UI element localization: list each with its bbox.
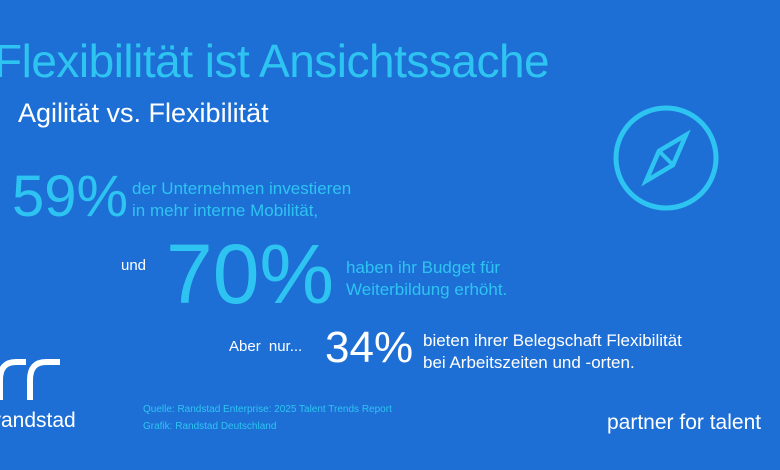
stat-text-line: Weiterbildung erhöht. [346, 280, 508, 299]
source-line: Quelle: Randstad Enterprise: 2025 Talent… [143, 404, 392, 415]
stat-value-59: 59% [12, 164, 129, 229]
page-title: Flexibilität ist Ansichtssache [0, 35, 550, 87]
stat-value-70: 70% [166, 227, 335, 321]
stat-text-34: bieten ihrer Belegschaft Flexibilität be… [423, 330, 682, 374]
stat-text-line: in mehr interne Mobilität, [132, 201, 319, 220]
graphic-credit-line: Grafik: Randstad Deutschland [143, 421, 277, 432]
compass-icon [613, 105, 719, 211]
page-subtitle: Agilität vs. Flexibilität [18, 98, 269, 128]
randstad-wordmark: randstad [0, 409, 76, 432]
stat-text-70: haben ihr Budget für Weiterbildung erhöh… [346, 257, 507, 301]
randstad-logo-mark [0, 359, 60, 400]
stat-prefix-und: und [121, 257, 147, 274]
brand-tagline: partner for talent [607, 411, 762, 434]
stat-text-line: bieten ihrer Belegschaft Flexibilität [423, 331, 682, 350]
stat-prefix-aber-nur: Aber nur... [229, 338, 303, 355]
stat-text-line: haben ihr Budget für [346, 258, 501, 277]
stat-text-line: bei Arbeitszeiten und -orten. [423, 353, 635, 372]
stat-text-line: der Unternehmen investieren [132, 179, 352, 198]
stat-value-34: 34% [325, 323, 414, 372]
stat-text-59: der Unternehmen investieren in mehr inte… [132, 178, 351, 222]
